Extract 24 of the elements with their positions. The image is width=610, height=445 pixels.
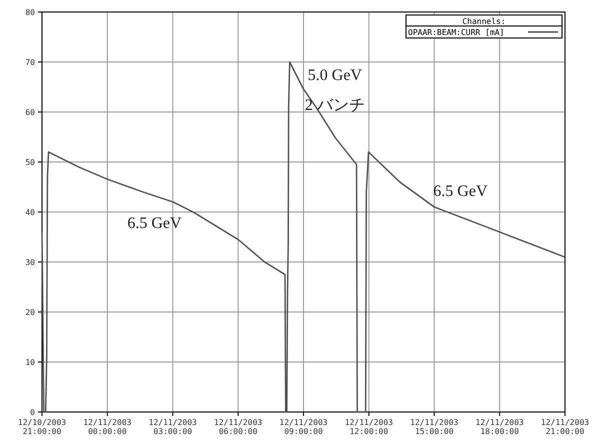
annotation: 5.0 GeV xyxy=(308,67,362,84)
annotation: 6.5 GeV xyxy=(433,183,488,200)
y-tick-label: 40 xyxy=(25,208,36,217)
y-tick-label: 80 xyxy=(25,8,36,17)
x-tick-label: 12/11/2003 18:00:00 xyxy=(476,418,524,436)
annotation: 2 バンチ xyxy=(304,97,365,114)
x-tick-label: 12/11/2003 06:00:00 xyxy=(214,418,262,436)
legend-title: Channels: xyxy=(462,17,506,26)
y-tick-label: 20 xyxy=(25,308,36,317)
x-tick-label: 12/11/2003 00:00:00 xyxy=(83,418,132,436)
y-tick-label: 10 xyxy=(25,358,36,367)
x-tick-label: 12/11/2003 12:00:00 xyxy=(344,418,394,436)
x-tick-label: 12/11/2003 21:00:00 xyxy=(540,418,590,436)
legend: Channels: OPAAR:BEAM:CURR [mA] xyxy=(406,14,562,38)
x-tick-label: 12/11/2003 15:00:00 xyxy=(410,418,459,436)
x-tick-label: 12/11/2003 09:00:00 xyxy=(279,418,328,436)
y-tick-label: 50 xyxy=(25,158,36,167)
y-tick-label: 0 xyxy=(30,408,36,417)
annotation: 6.5 GeV xyxy=(127,215,182,232)
y-tick-label: 60 xyxy=(25,108,36,117)
y-tick-label: 30 xyxy=(25,258,36,267)
x-tick-label: 12/11/2003 03:00:00 xyxy=(148,418,198,436)
y-tick-label: 70 xyxy=(25,58,36,67)
x-tick-label: 12/10/2003 21:00:00 xyxy=(18,418,66,436)
